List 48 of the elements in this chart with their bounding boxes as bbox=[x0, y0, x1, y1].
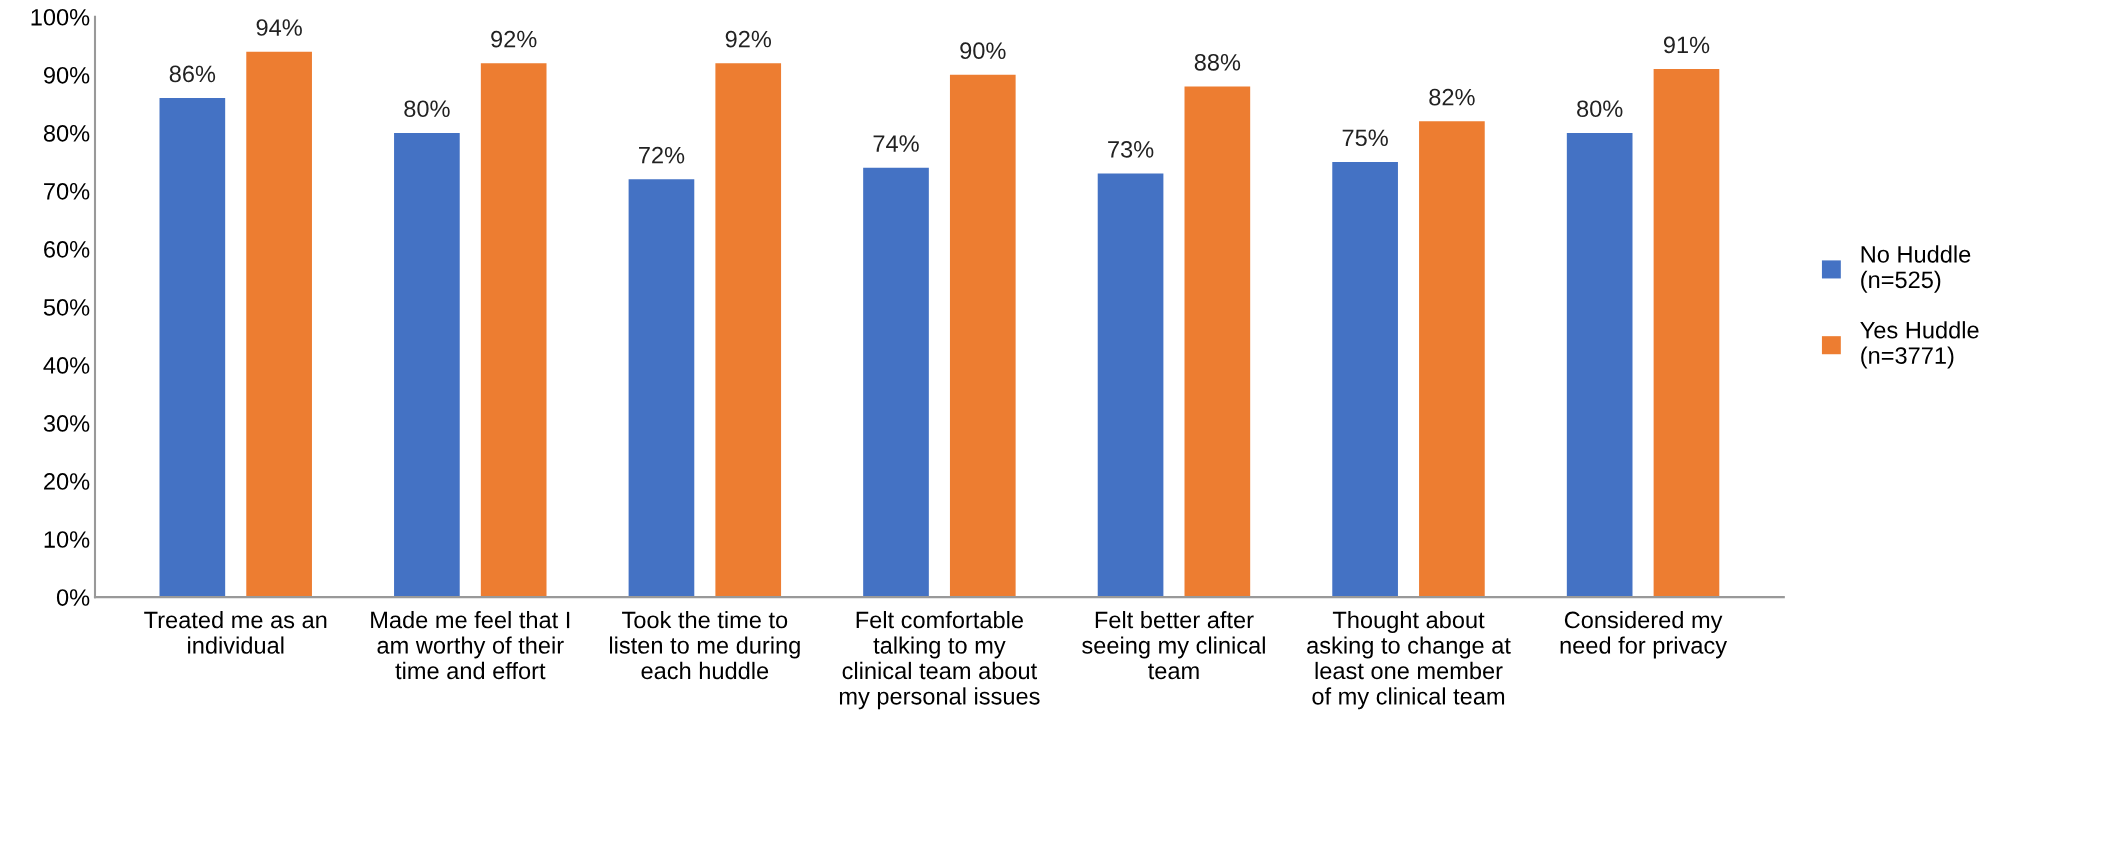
bar bbox=[1566, 132, 1633, 598]
bar bbox=[715, 63, 782, 598]
bar bbox=[394, 132, 460, 598]
data-label: 75% bbox=[1342, 129, 1388, 147]
data-label: 94% bbox=[256, 19, 302, 36]
x-tick-label: Made me feel that I am worthy of their time and effort bbox=[371, 611, 570, 680]
bar bbox=[628, 179, 695, 598]
bar bbox=[1653, 69, 1720, 598]
bar bbox=[159, 98, 226, 598]
y-tick-label: 50% bbox=[43, 299, 90, 316]
bar bbox=[1097, 173, 1164, 598]
x-tick-label: Took the time to listen to me during each huddle bbox=[609, 611, 800, 680]
bar bbox=[949, 74, 1016, 598]
data-label: 74% bbox=[873, 135, 919, 152]
data-label: 86% bbox=[169, 65, 216, 83]
data-label: 92% bbox=[725, 30, 772, 48]
y-tick-label: 0% bbox=[56, 589, 90, 606]
x-tick-label: Considered my need for privacy bbox=[1560, 611, 1728, 659]
bar bbox=[1332, 161, 1398, 598]
y-tick-label: 100% bbox=[31, 8, 90, 26]
y-tick-label: 30% bbox=[43, 415, 90, 432]
y-tick-label: 20% bbox=[44, 473, 90, 490]
x-tick-label: Felt better after seeing my clinical team bbox=[1082, 611, 1265, 680]
data-label: 80% bbox=[1577, 100, 1623, 118]
bar bbox=[480, 63, 547, 598]
y-tick-label: 40% bbox=[43, 357, 90, 374]
data-label: 92% bbox=[491, 30, 537, 48]
y-tick-label: 80% bbox=[43, 124, 90, 142]
y-tick-label: 70% bbox=[44, 182, 90, 200]
x-tick-label: Felt comfortable talking to my clinical team about my personal issues bbox=[839, 611, 1040, 710]
x-tick-label: Treated me as an individual bbox=[144, 611, 327, 654]
bar bbox=[1419, 121, 1485, 598]
x-tick-label: Thought about asking to change at least one member of my clinical team bbox=[1307, 611, 1511, 710]
bar bbox=[863, 167, 929, 598]
data-label: 90% bbox=[960, 42, 1006, 60]
data-label: 73% bbox=[1108, 141, 1154, 158]
y-tick-label: 10% bbox=[44, 531, 90, 548]
y-tick-label: 60% bbox=[44, 241, 90, 258]
data-label: 80% bbox=[404, 100, 450, 118]
bar bbox=[1184, 86, 1251, 598]
y-tick-label: 90% bbox=[43, 66, 90, 84]
data-label: 82% bbox=[1429, 88, 1475, 106]
legend-label: Yes Huddle (n=3771) bbox=[1860, 321, 1979, 369]
data-label: 88% bbox=[1194, 53, 1241, 71]
data-label: 72% bbox=[639, 146, 685, 164]
legend-label: No Huddle (n=525) bbox=[1861, 245, 1971, 293]
bar bbox=[246, 51, 312, 598]
data-label: 91% bbox=[1663, 36, 1710, 54]
